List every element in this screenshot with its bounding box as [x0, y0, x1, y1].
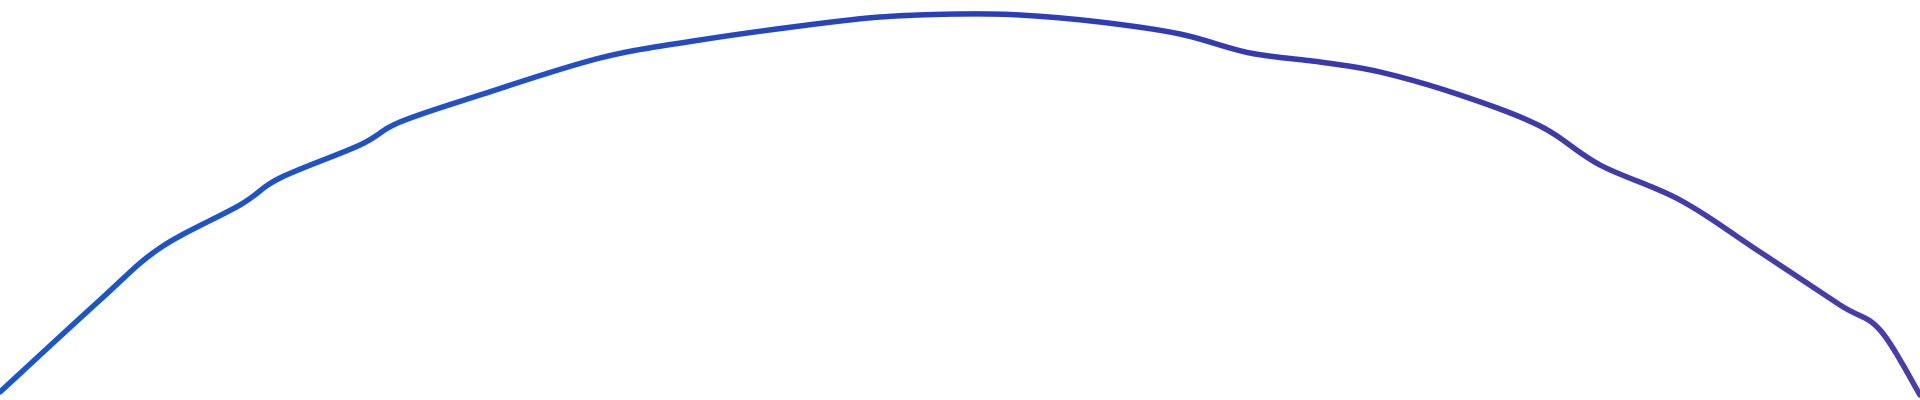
arc-curve-line: [0, 11, 1920, 398]
